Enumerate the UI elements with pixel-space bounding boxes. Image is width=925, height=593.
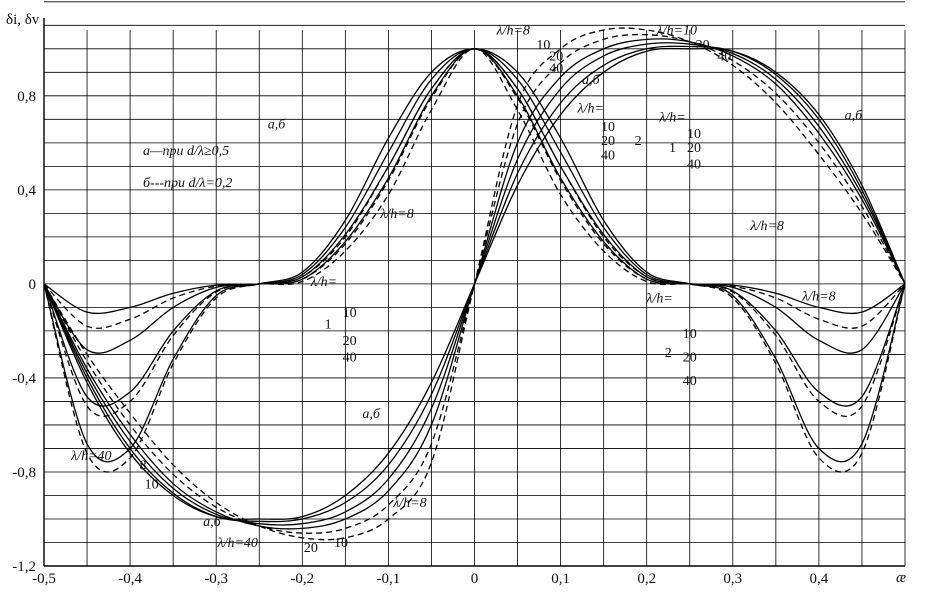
annotation-label: λ/h=8	[750, 219, 784, 234]
annotation-label: 20	[549, 50, 563, 65]
series-line-odd-12	[43, 27, 906, 541]
x-tick-label: -0,3	[204, 571, 228, 587]
x-tick-label: -0,5	[32, 571, 56, 587]
annotation-label: λ/h=	[645, 292, 672, 307]
x-tick-label: 0	[471, 571, 479, 587]
annotation-label: 10	[145, 477, 159, 492]
annotation-label: λ/h=8	[801, 289, 835, 304]
annotation-label: λ/h=	[577, 101, 604, 116]
annotation-label: 2	[665, 346, 672, 361]
annotations: λ/h=8102040λ/h=102040а,бλ/h=1020402а,бλ/…	[70, 24, 863, 556]
x-tick-label: -0,4	[118, 571, 142, 587]
x-tick-label: 0,2	[637, 571, 656, 587]
annotation-label: λ/h=40	[217, 536, 258, 551]
annotation-label: 10	[687, 127, 701, 142]
x-tick-label: -0,1	[377, 571, 401, 587]
annotation-label: 40	[601, 148, 615, 163]
annotation-label: λ/h=10	[656, 24, 697, 39]
y-tick-label: 0,8	[17, 89, 36, 105]
annotation-label: 20	[601, 134, 615, 149]
annotation-label: 10	[536, 38, 550, 53]
annotation-label: λ/h=	[310, 275, 337, 290]
y-tick-label: -0,8	[12, 465, 36, 481]
x-tick-label: 0,4	[810, 571, 829, 587]
annotation-label: 20	[304, 541, 318, 556]
annotation-label: λ/h=	[658, 111, 685, 126]
annotation-label: а,б	[362, 407, 381, 422]
annotation-label: 10	[334, 536, 348, 551]
annotation-label: а,б	[845, 108, 864, 123]
annotation-label: а,б	[582, 73, 601, 88]
annotation-label: а,б	[268, 118, 287, 133]
legend-line-a: а—при d/λ≥0,5	[143, 144, 229, 159]
annotation-label: 40	[687, 158, 701, 173]
annotation-label: λ/h=8	[379, 207, 413, 222]
axes	[43, 18, 905, 567]
x-tick-label: 0,1	[551, 571, 570, 587]
x-tick-label: 0,3	[723, 571, 742, 587]
annotation-label: 2	[635, 134, 642, 149]
annotation-label: 40	[717, 50, 731, 65]
annotation-label: 8	[140, 459, 147, 474]
y-tick-label: 0,4	[17, 183, 36, 199]
series-layer	[43, 27, 906, 541]
annotation-label: а,б	[203, 515, 222, 530]
annotation-label: 20	[696, 38, 710, 53]
y-tick-label: -1,2	[12, 559, 36, 575]
x-tick-label: -0,2	[290, 571, 314, 587]
annotation-label: 10	[601, 120, 615, 135]
annotation-label: λ/h=8	[496, 24, 530, 39]
annotation-label: λ/h=8	[392, 496, 426, 511]
series-line-even-6	[43, 48, 906, 473]
annotation-label: 40	[343, 350, 357, 365]
y-tick-label: -0,4	[12, 371, 36, 387]
annotation-label: 1	[669, 141, 676, 156]
tick-labels: -0,5 -0,4 -0,3 -0,2 -0,1 0 0,1 0,2 0,3 0,4 0,8 0,4 0…	[12, 89, 829, 587]
annotation-label: 10	[343, 306, 357, 321]
annotation-label: 40	[549, 61, 563, 76]
y-axis-label: δi, δv	[6, 12, 40, 28]
annotation-label: λ/h=40	[70, 449, 111, 464]
annotation-label: 20	[683, 350, 697, 365]
annotation-label: 40	[683, 374, 697, 389]
annotation-label: 20	[687, 141, 701, 156]
annotation-label: 10	[683, 327, 697, 342]
annotation-label: 20	[343, 334, 357, 349]
x-axis-label: æ	[896, 570, 906, 586]
legend-line-b: б---при d/λ=0,2	[143, 176, 232, 191]
annotation-label: 1	[325, 318, 332, 333]
y-tick-label: 0	[29, 277, 37, 293]
